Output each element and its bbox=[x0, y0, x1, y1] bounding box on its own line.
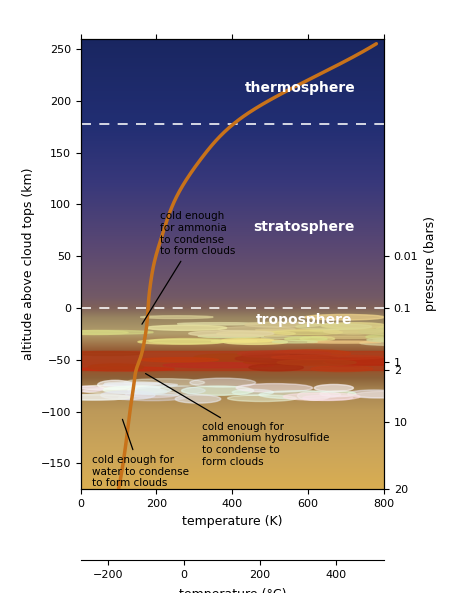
Ellipse shape bbox=[128, 387, 161, 394]
Ellipse shape bbox=[323, 359, 403, 364]
Ellipse shape bbox=[348, 390, 401, 398]
Ellipse shape bbox=[307, 341, 381, 343]
Ellipse shape bbox=[126, 391, 179, 397]
Ellipse shape bbox=[283, 393, 360, 400]
Ellipse shape bbox=[60, 330, 128, 334]
Ellipse shape bbox=[140, 358, 219, 362]
Ellipse shape bbox=[149, 339, 226, 344]
Ellipse shape bbox=[140, 315, 213, 318]
Ellipse shape bbox=[65, 330, 153, 334]
Ellipse shape bbox=[218, 327, 295, 332]
Ellipse shape bbox=[296, 324, 372, 329]
Ellipse shape bbox=[98, 380, 133, 389]
Ellipse shape bbox=[211, 340, 257, 342]
Ellipse shape bbox=[261, 336, 310, 339]
Ellipse shape bbox=[198, 334, 264, 338]
Ellipse shape bbox=[190, 378, 255, 387]
Ellipse shape bbox=[326, 358, 424, 365]
Ellipse shape bbox=[298, 391, 330, 400]
Ellipse shape bbox=[285, 337, 327, 341]
Ellipse shape bbox=[265, 353, 343, 358]
Ellipse shape bbox=[228, 395, 296, 401]
Ellipse shape bbox=[314, 384, 354, 391]
Ellipse shape bbox=[73, 352, 144, 355]
Ellipse shape bbox=[54, 394, 130, 400]
Ellipse shape bbox=[359, 329, 416, 334]
Ellipse shape bbox=[68, 387, 103, 392]
Ellipse shape bbox=[223, 340, 287, 345]
Ellipse shape bbox=[360, 340, 440, 346]
Ellipse shape bbox=[272, 340, 318, 343]
Ellipse shape bbox=[79, 367, 174, 371]
Ellipse shape bbox=[138, 339, 225, 345]
Ellipse shape bbox=[83, 388, 164, 394]
Ellipse shape bbox=[323, 329, 384, 334]
Ellipse shape bbox=[271, 355, 384, 359]
Ellipse shape bbox=[182, 386, 254, 396]
Y-axis label: pressure (bars): pressure (bars) bbox=[424, 216, 437, 311]
Ellipse shape bbox=[189, 331, 274, 336]
Text: stratosphere: stratosphere bbox=[254, 220, 355, 234]
Ellipse shape bbox=[118, 394, 186, 401]
Ellipse shape bbox=[88, 364, 144, 370]
Ellipse shape bbox=[222, 339, 273, 342]
Ellipse shape bbox=[272, 358, 374, 364]
Ellipse shape bbox=[376, 326, 413, 331]
Ellipse shape bbox=[236, 384, 312, 392]
Ellipse shape bbox=[366, 334, 406, 339]
Ellipse shape bbox=[175, 395, 221, 403]
Ellipse shape bbox=[124, 379, 205, 387]
Ellipse shape bbox=[311, 336, 383, 339]
Ellipse shape bbox=[321, 323, 386, 329]
Ellipse shape bbox=[272, 350, 350, 357]
Ellipse shape bbox=[272, 330, 342, 334]
Ellipse shape bbox=[320, 391, 356, 397]
Ellipse shape bbox=[303, 395, 353, 400]
Text: troposphere: troposphere bbox=[256, 313, 353, 327]
Ellipse shape bbox=[235, 355, 337, 363]
Ellipse shape bbox=[300, 336, 335, 341]
Ellipse shape bbox=[132, 386, 205, 395]
Ellipse shape bbox=[277, 360, 356, 365]
Ellipse shape bbox=[237, 350, 330, 357]
Ellipse shape bbox=[373, 339, 430, 342]
Ellipse shape bbox=[104, 382, 161, 385]
Ellipse shape bbox=[311, 366, 373, 372]
Ellipse shape bbox=[249, 364, 303, 371]
Ellipse shape bbox=[103, 386, 172, 394]
Ellipse shape bbox=[57, 395, 132, 400]
Ellipse shape bbox=[103, 383, 177, 387]
Ellipse shape bbox=[326, 362, 365, 366]
Ellipse shape bbox=[135, 388, 167, 394]
Ellipse shape bbox=[305, 314, 384, 320]
Text: cold enough for
ammonium hydrosulfide
to condense to
form clouds: cold enough for ammonium hydrosulfide to… bbox=[146, 374, 329, 467]
Ellipse shape bbox=[322, 323, 386, 328]
Ellipse shape bbox=[255, 329, 339, 331]
Text: cold enough
for ammonia
to condense
to form clouds: cold enough for ammonia to condense to f… bbox=[142, 211, 236, 324]
X-axis label: temperature (°C): temperature (°C) bbox=[179, 588, 286, 593]
Ellipse shape bbox=[217, 331, 295, 336]
Ellipse shape bbox=[242, 353, 290, 358]
Ellipse shape bbox=[163, 363, 274, 368]
Ellipse shape bbox=[367, 338, 409, 342]
Y-axis label: altitude above cloud tops (km): altitude above cloud tops (km) bbox=[22, 168, 35, 360]
Text: thermosphere: thermosphere bbox=[245, 81, 356, 95]
X-axis label: temperature (K): temperature (K) bbox=[182, 515, 283, 528]
Bar bbox=[81, 352, 384, 370]
Ellipse shape bbox=[310, 329, 384, 332]
Ellipse shape bbox=[78, 385, 160, 390]
Ellipse shape bbox=[245, 322, 321, 327]
Ellipse shape bbox=[232, 390, 273, 396]
Ellipse shape bbox=[244, 360, 341, 365]
Ellipse shape bbox=[356, 391, 427, 398]
Ellipse shape bbox=[259, 391, 341, 399]
Ellipse shape bbox=[177, 323, 263, 325]
Ellipse shape bbox=[101, 391, 155, 400]
Ellipse shape bbox=[194, 354, 260, 361]
Ellipse shape bbox=[146, 326, 227, 330]
Text: cold enough for
water to condense
to form clouds: cold enough for water to condense to for… bbox=[92, 419, 189, 488]
